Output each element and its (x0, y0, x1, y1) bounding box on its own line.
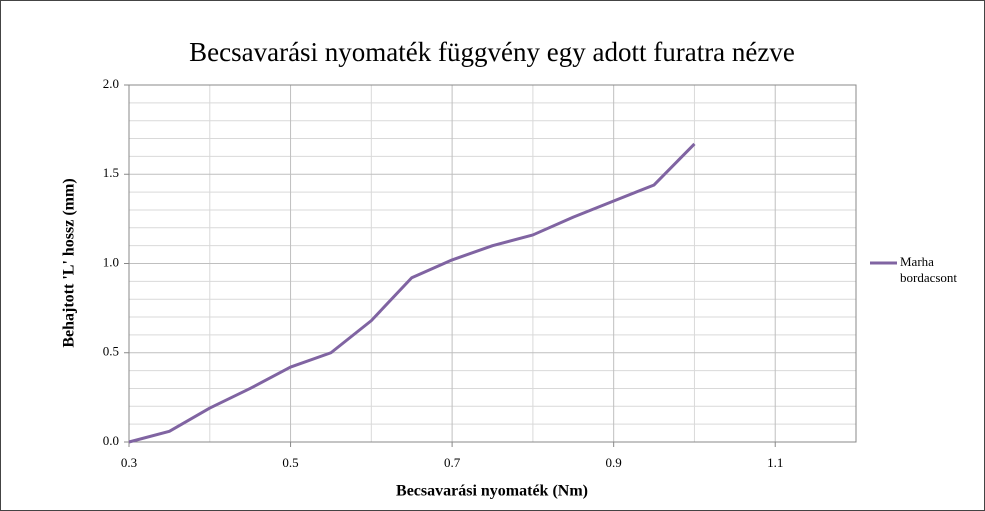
y-axis-title: Behajtott 'L' hossz (mm) (61, 178, 78, 347)
x-axis-title: Becsavarási nyomaték (Nm) (396, 483, 588, 500)
x-tick-label: 1.1 (767, 455, 783, 470)
y-tick-label: 1.0 (103, 254, 119, 269)
data-line (128, 142, 696, 444)
x-tick-label: 0.9 (606, 455, 622, 470)
x-tick-label: 0.7 (444, 455, 461, 470)
y-tick-label: 2.0 (103, 76, 119, 91)
x-tick-label: 0.5 (282, 455, 298, 470)
legend-label: Marha bordacsont (900, 254, 958, 285)
y-tick-label: 1.5 (103, 165, 119, 180)
plot-border (128, 84, 857, 443)
y-tick-label: 0.0 (103, 433, 119, 448)
x-tick-label: 0.3 (121, 455, 137, 470)
chart-title: Becsavarási nyomaték függvény egy adott … (189, 37, 795, 67)
y-tick-label: 0.5 (103, 344, 119, 359)
